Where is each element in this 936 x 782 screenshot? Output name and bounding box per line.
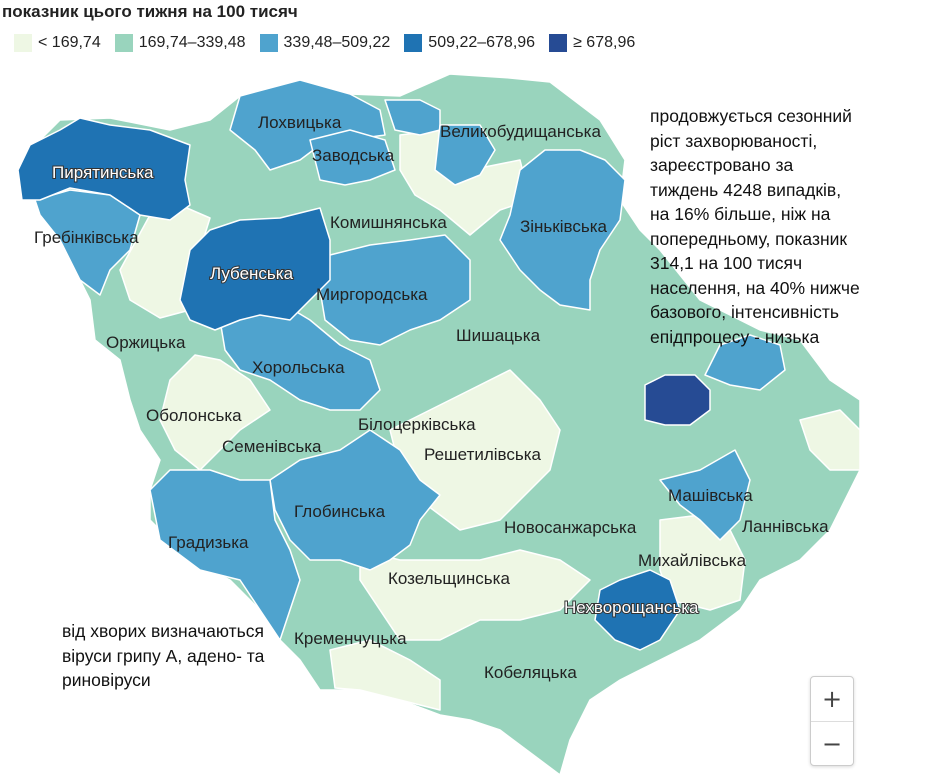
zoom-out-button[interactable]: − <box>811 722 853 766</box>
label-nekhvoroshchanska: Нехворощанська <box>564 598 699 617</box>
region-obolonska-light <box>159 354 271 471</box>
label-bilotserkivska: Білоцерківська <box>358 415 476 434</box>
legend-item-1[interactable]: < 169,74 <box>14 34 101 52</box>
legend: < 169,74 169,74–339,48 339,48–509,22 509… <box>14 34 635 52</box>
legend-swatch-1 <box>14 34 32 52</box>
legend-label-3: 339,48–509,22 <box>283 34 391 51</box>
note-left: від хворих визначаються віруси грипу А, … <box>62 621 265 690</box>
zoom-in-button[interactable]: + <box>811 677 853 721</box>
label-reshetylivska: Решетилівська <box>424 445 542 464</box>
label-zavodska: Заводська <box>312 146 395 165</box>
label-velykobudyshchanska: Великобудищанська <box>440 122 601 141</box>
label-hrebinkivska: Гребінківська <box>34 228 139 247</box>
zoom-divider <box>811 721 853 722</box>
legend-swatch-4 <box>404 34 423 52</box>
legend-label-2: 169,74–339,48 <box>138 34 246 51</box>
legend-item-3[interactable]: 339,48–509,22 <box>259 34 391 52</box>
legend-item-4[interactable]: 509,22–678,96 <box>404 34 535 52</box>
label-zinkivska: Зіньківська <box>520 217 608 236</box>
legend-item-5[interactable]: ≥ 678,96 <box>549 34 635 52</box>
legend-label-4: 509,22–678,96 <box>428 34 536 51</box>
label-myrhorodska: Миргородська <box>316 285 428 304</box>
region-mashivska <box>659 449 751 541</box>
region-lubenska <box>179 207 331 331</box>
legend-swatch-3 <box>259 34 278 52</box>
label-mashivska: Машівська <box>668 486 753 505</box>
region-darkest <box>644 374 711 426</box>
label-komyshnianska: Комишнянська <box>330 213 447 232</box>
legend-item-2[interactable]: 169,74–339,48 <box>114 34 246 52</box>
label-orzhytska: Оржицька <box>106 333 186 352</box>
label-khorolska: Хорольська <box>252 358 345 377</box>
region-hlobynska <box>269 429 441 571</box>
region-hradyzka <box>149 469 301 641</box>
region-pyriatynska <box>17 117 191 221</box>
label-lannivska: Ланнівська <box>742 517 829 536</box>
region-east-light <box>799 409 861 471</box>
label-kremenchutska: Кременчуцька <box>294 629 407 648</box>
label-kozelshchynska: Козельщинська <box>388 569 510 588</box>
region-zinkivska <box>499 149 626 311</box>
legend-label-1: < 169,74 <box>38 34 101 51</box>
label-obolonska: Оболонська <box>146 406 242 425</box>
note-right: продовжується сезонний ріст захворюванос… <box>650 106 860 347</box>
label-lokhvytska: Лохвицька <box>258 113 342 132</box>
label-hradyzka: Градизька <box>168 533 249 552</box>
label-novosanzharska: Новосанжарська <box>504 518 637 537</box>
label-semenivska: Семенівська <box>222 437 322 456</box>
region-kozelshchynska-light <box>359 549 591 641</box>
region-velykobudyshchanska <box>434 124 496 186</box>
region-nekhvoroshchanska <box>594 569 681 651</box>
zoom-control: + − <box>810 676 854 766</box>
legend-swatch-5 <box>549 34 568 52</box>
region-zavodska <box>309 129 396 186</box>
region-kremenchutska-light <box>329 639 441 711</box>
label-pyriatynska: Пирятинська <box>52 163 154 182</box>
map-title: показник цього тижня на 100 тисяч <box>2 2 298 21</box>
label-lubenska: Лубенська <box>210 264 294 283</box>
label-mykhailivska: Михайлівська <box>638 551 747 570</box>
label-shyshatska: Шишацька <box>456 326 541 345</box>
label-kobeliatska: Кобеляцька <box>484 663 577 682</box>
legend-label-5: ≥ 678,96 <box>573 34 636 51</box>
label-hlobynska: Глобинська <box>294 502 386 521</box>
region-east-mid <box>704 334 786 391</box>
legend-swatch-2 <box>114 34 133 52</box>
region-myrhorodska <box>319 234 471 346</box>
